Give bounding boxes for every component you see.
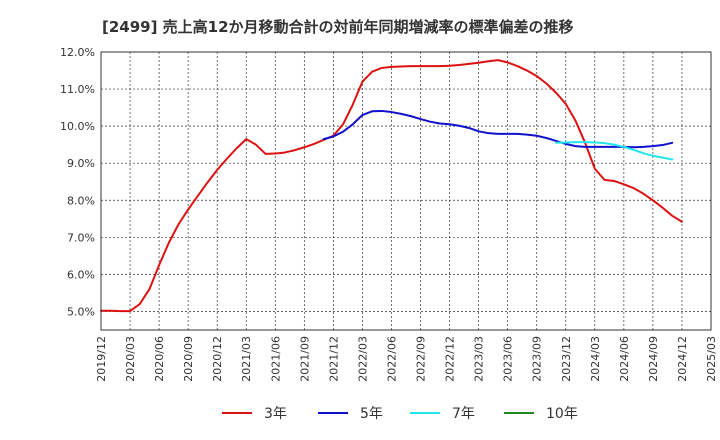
y-tick-label: 5.0% [67, 305, 95, 318]
x-tick-label: 2023/12 [560, 336, 573, 382]
plot-area [101, 52, 711, 330]
x-axis-ticks: 2019/12 2020/03 2020/06 2020/09 2020/12 2021/… [95, 336, 718, 382]
x-tick-label: 2023/03 [473, 336, 486, 382]
gridlines [100, 51, 712, 330]
x-tick-label: 2024/12 [676, 336, 689, 382]
y-tick-label: 6.0% [67, 268, 95, 281]
y-tick-label: 8.0% [67, 194, 95, 207]
series-layer [100, 59, 683, 313]
x-tick-label: 2019/12 [95, 336, 108, 382]
x-tick-label: 2022/06 [385, 336, 398, 382]
legend-label: 10年 [546, 406, 578, 422]
x-tick-label: 2024/03 [589, 336, 602, 382]
x-tick-label: 2020/12 [211, 336, 224, 382]
x-tick-label: 2020/03 [124, 336, 137, 382]
x-tick-label: 2022/09 [415, 336, 428, 382]
legend-label: 3年 [264, 406, 287, 422]
legend-label: 7年 [452, 406, 475, 422]
series-line-7年 [555, 141, 674, 161]
x-tick-label: 2023/06 [502, 336, 515, 382]
y-tick-label: 10.0% [60, 120, 95, 133]
x-tick-label: 2021/09 [298, 336, 311, 382]
x-tick-label: 2021/12 [327, 336, 340, 382]
y-tick-label: 11.0% [60, 83, 95, 96]
x-tick-label: 2025/03 [705, 336, 718, 382]
x-tick-label: 2024/09 [647, 336, 660, 382]
x-tick-label: 2024/06 [618, 336, 631, 382]
chart-title: [2499] 売上高12か月移動合計の対前年同期増減率の標準偏差の推移 [102, 18, 574, 36]
legend-label: 5年 [360, 406, 383, 422]
legend: 3年 5年 7年 10年 [222, 406, 578, 422]
x-tick-label: 2022/12 [444, 336, 457, 382]
y-tick-label: 12.0% [60, 46, 95, 59]
plot-border [100, 51, 712, 331]
x-tick-label: 2020/09 [182, 336, 195, 382]
y-tick-label: 7.0% [67, 231, 95, 244]
x-tick-label: 2023/09 [531, 336, 544, 382]
y-axis-ticks: 5.0% 6.0% 7.0% 8.0% 9.0% 10.0% 11.0% 12.0% [60, 46, 95, 318]
x-tick-label: 2021/03 [240, 336, 253, 382]
x-tick-label: 2020/06 [153, 336, 166, 382]
series-line-5年 [322, 109, 674, 149]
x-tick-label: 2021/06 [269, 336, 282, 382]
x-tick-label: 2022/03 [356, 336, 369, 382]
y-tick-label: 9.0% [67, 157, 95, 170]
